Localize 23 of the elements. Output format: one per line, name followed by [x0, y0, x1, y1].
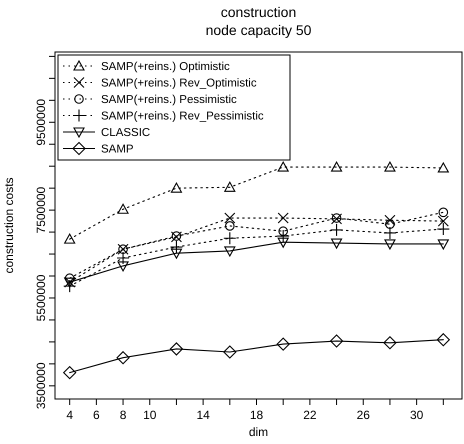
legend-label: SAMP	[101, 144, 134, 156]
y-tick-label: 9500000	[34, 98, 48, 146]
y-tick-label: 7500000	[34, 186, 48, 234]
y-axis-title: construction costs	[2, 177, 16, 274]
x-tick-label: 22	[303, 408, 317, 422]
chart-subtitle: node capacity 50	[206, 22, 312, 38]
x-tick-label: 4	[66, 408, 74, 422]
legend-label: CLASSIC	[101, 127, 150, 139]
y-tick-label: 5500000	[34, 274, 48, 322]
x-tick-label: 26	[356, 408, 370, 422]
y-tick-label: 3500000	[34, 362, 48, 410]
x-tick-label: 18	[250, 408, 264, 422]
legend-label: SAMP(+reins.) Pessimistic	[101, 94, 238, 106]
x-tick-label: 6	[93, 408, 100, 422]
x-tick-label: 14	[196, 408, 210, 422]
x-axis-title: dim	[248, 425, 268, 439]
legend-label: SAMP(+reins.) Optimistic	[101, 61, 230, 73]
legend-label: SAMP(+reins.) Rev_Optimistic	[101, 78, 257, 90]
x-tick-label: 30	[410, 408, 424, 422]
legend-label: SAMP(+reins.) Rev_Pessimistic	[101, 110, 264, 122]
x-tick-label: 10	[143, 408, 157, 422]
chart-title: construction	[220, 4, 296, 20]
x-tick-label: 8	[120, 408, 127, 422]
